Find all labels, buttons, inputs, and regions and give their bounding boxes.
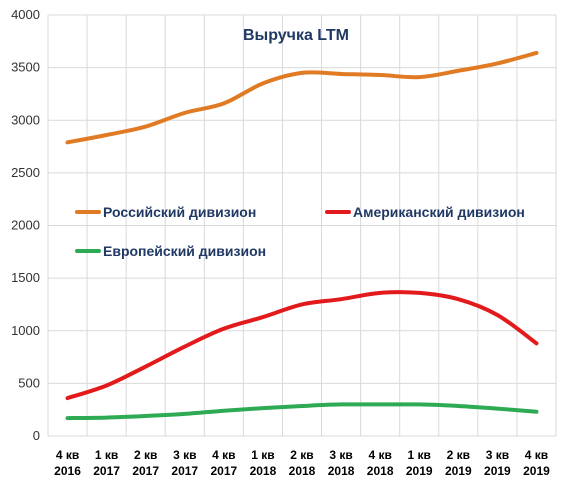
- legend-label: Американский дивизион: [353, 204, 525, 220]
- x-tick-label: 4 кв: [56, 448, 79, 462]
- x-tick-label: 2018: [289, 464, 316, 478]
- y-tick-label: 4000: [11, 7, 40, 22]
- x-tick-label: 4 кв: [212, 448, 235, 462]
- x-tick-label: 2018: [328, 464, 355, 478]
- y-tick-label: 1000: [11, 323, 40, 338]
- x-tick-label: 4 кв: [368, 448, 391, 462]
- x-axis: 4 кв 2016 1 кв 2017 2 кв 2017 3 кв 2017 4 кв 2017…: [54, 448, 550, 478]
- x-tick-label: 2 кв: [134, 448, 157, 462]
- x-tick-label: 3 кв: [173, 448, 196, 462]
- x-tick-label: 2017: [93, 464, 120, 478]
- series-line-american-division: [65, 290, 539, 401]
- y-tick-label: 2000: [11, 218, 40, 233]
- series-line-russian-division: [65, 50, 539, 145]
- x-tick-label: 2017: [132, 464, 159, 478]
- x-tick-label: 3 кв: [329, 448, 352, 462]
- y-tick-label: 2500: [11, 165, 40, 180]
- chart-title: Выручка LTM: [243, 27, 349, 44]
- x-tick-label: 2 кв: [447, 448, 470, 462]
- y-axis: 0 500 1000 1500 2000 2500 3000 3500 4000: [11, 7, 40, 443]
- x-tick-label: 1 кв: [251, 448, 274, 462]
- series-lines: [65, 50, 539, 421]
- series-line-european-division: [65, 402, 539, 421]
- x-tick-label: 2019: [406, 464, 433, 478]
- x-tick-label: 2018: [367, 464, 394, 478]
- x-tick-label: 2017: [210, 464, 237, 478]
- x-tick-label: 2 кв: [290, 448, 313, 462]
- x-tick-label: 1 кв: [408, 448, 431, 462]
- y-tick-label: 500: [18, 375, 40, 390]
- y-tick-label: 0: [33, 428, 40, 443]
- y-tick-label: 3000: [11, 112, 40, 127]
- x-tick-label: 4 кв: [525, 448, 548, 462]
- legend-label: Российский дивизион: [103, 204, 256, 220]
- y-tick-label: 1500: [11, 270, 40, 285]
- x-tick-label: 2019: [484, 464, 511, 478]
- legend-label: Европейский дивизион: [103, 243, 266, 259]
- grid: [47, 14, 557, 437]
- x-tick-label: 2018: [250, 464, 277, 478]
- legend: Российский дивизион Американский дивизион…: [75, 204, 525, 259]
- y-tick-label: 3500: [11, 60, 40, 75]
- x-tick-label: 3 кв: [486, 448, 509, 462]
- x-tick-label: 2019: [523, 464, 550, 478]
- x-tick-label: 1 кв: [95, 448, 118, 462]
- x-tick-label: 2016: [54, 464, 81, 478]
- x-tick-label: 2019: [445, 464, 472, 478]
- x-tick-label: 2017: [171, 464, 198, 478]
